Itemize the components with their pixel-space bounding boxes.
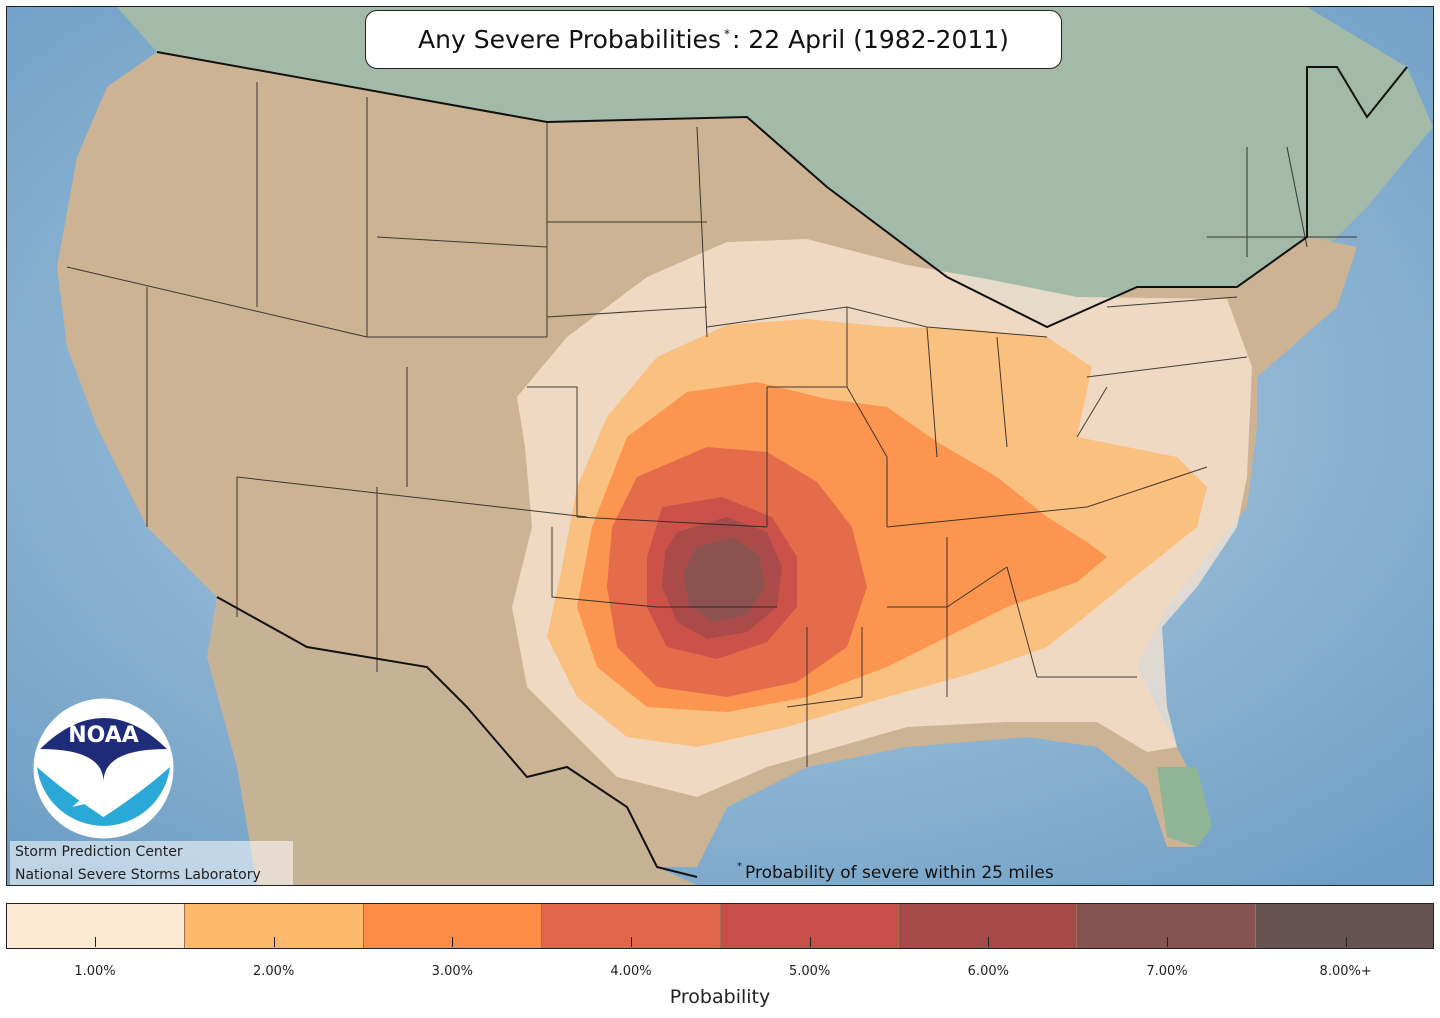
colorbar-tick bbox=[273, 937, 275, 947]
footnote: * Probability of severe within 25 miles bbox=[737, 861, 1054, 883]
colorbar bbox=[6, 903, 1434, 949]
noaa-logo: NOAA bbox=[33, 698, 174, 839]
colorbar-tick bbox=[988, 937, 990, 947]
map-panel: NOAA Storm Prediction Center National Se… bbox=[6, 6, 1434, 886]
canada-land bbox=[117, 7, 1433, 327]
colorbar-tick bbox=[809, 937, 811, 947]
colorbar-segment bbox=[541, 904, 720, 948]
title-main: Any Severe Probabilities bbox=[418, 25, 721, 54]
colorbar-tick-label: 8.00%+ bbox=[1319, 964, 1372, 979]
colorbar-segment bbox=[1254, 904, 1433, 948]
colorbar-segment bbox=[184, 904, 363, 948]
contour-7pct bbox=[683, 537, 765, 622]
colorbar-segment bbox=[1076, 904, 1255, 948]
colorbar-tick-label: 5.00% bbox=[789, 964, 831, 979]
colorbar-tick bbox=[1345, 937, 1347, 947]
colorbar-tick bbox=[95, 937, 96, 947]
credit-line-2: National Severe Storms Laboratory bbox=[15, 867, 261, 883]
colorbar-segment bbox=[719, 904, 898, 948]
title-rest: : 22 April (1982-2011) bbox=[731, 25, 1009, 54]
mexico-land bbox=[207, 597, 697, 885]
colorbar-tick bbox=[1167, 937, 1168, 947]
colorbar-tick-label: 6.00% bbox=[967, 964, 1009, 979]
map-title: Any Severe Probabilities *: 22 April (198… bbox=[365, 10, 1062, 69]
colorbar-tick-label: 7.00% bbox=[1146, 964, 1188, 979]
credit-line-1: Storm Prediction Center bbox=[15, 844, 183, 860]
colorbar-tick-label: 2.00% bbox=[253, 964, 295, 979]
colorbar-tick bbox=[631, 937, 632, 947]
colorbar-ticks: 1.00% 2.00% 3.00% 4.00% 5.00% 6.00% 7.00% 8.00%… bbox=[6, 937, 1434, 989]
credits-box: Storm Prediction Center National Severe … bbox=[10, 841, 293, 885]
colorbar-tick-label: 4.00% bbox=[610, 964, 652, 979]
us-map bbox=[7, 7, 1433, 885]
noaa-logo-text: NOAA bbox=[68, 723, 139, 748]
florida-land bbox=[1157, 767, 1212, 847]
footnote-star: * bbox=[737, 861, 742, 873]
colorbar-segment bbox=[362, 904, 542, 948]
mexico-border bbox=[216, 596, 698, 878]
state-boundaries bbox=[66, 82, 1357, 767]
colorbar-segment bbox=[897, 904, 1077, 948]
title-star: * bbox=[723, 26, 730, 41]
colorbar-tick bbox=[452, 937, 454, 947]
colorbar-title: Probability bbox=[669, 986, 771, 1008]
national-border bbox=[156, 51, 1408, 329]
colorbar-tick-label: 3.00% bbox=[431, 964, 473, 979]
footnote-text: Probability of severe within 25 miles bbox=[745, 863, 1054, 883]
colorbar-tick-label: 1.00% bbox=[74, 964, 116, 979]
